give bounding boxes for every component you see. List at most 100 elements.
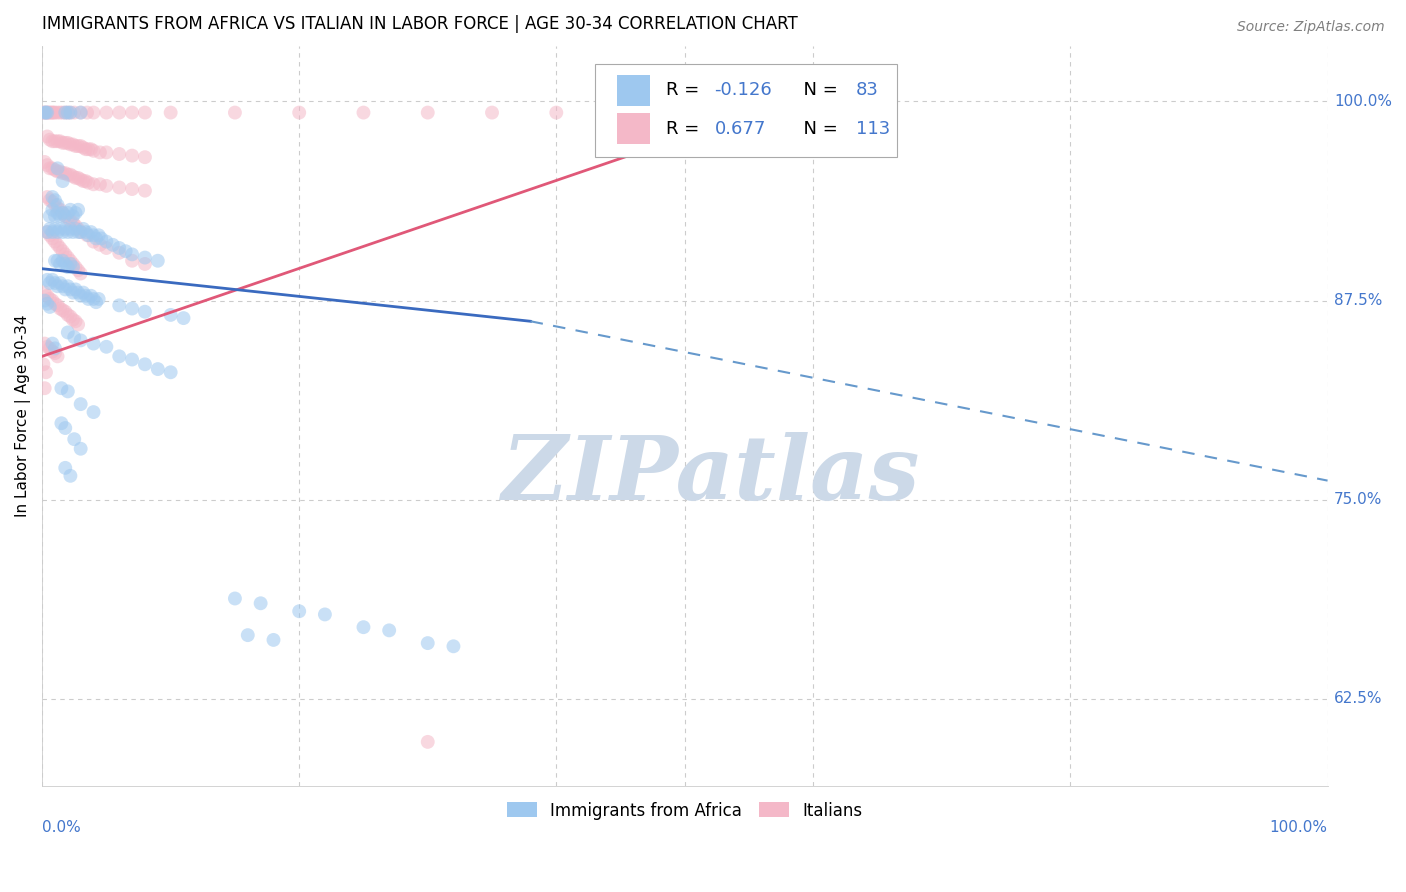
- Point: [46, 279, 69, 293]
- Point: [53, 136, 76, 150]
- Point: [52, 136, 75, 150]
- Point: [83, 144, 105, 158]
- Point: [62, 285, 84, 300]
- Point: [41, 190, 63, 204]
- Point: [69, 289, 91, 303]
- Point: [46, 164, 69, 178]
- Point: [49, 257, 72, 271]
- Point: [96, 340, 118, 354]
- Point: [46, 225, 69, 239]
- Point: [49, 301, 72, 316]
- Point: [416, 105, 439, 120]
- Point: [89, 145, 111, 160]
- Point: [46, 349, 69, 363]
- FancyBboxPatch shape: [617, 113, 650, 145]
- Point: [108, 241, 131, 255]
- Point: [443, 640, 465, 654]
- Point: [134, 184, 156, 198]
- Point: [34, 105, 56, 120]
- Point: [44, 222, 66, 236]
- Y-axis label: In Labor Force | Age 30-34: In Labor Force | Age 30-34: [15, 315, 31, 517]
- Point: [49, 202, 72, 217]
- Point: [67, 170, 90, 185]
- Point: [38, 161, 60, 176]
- Point: [53, 209, 76, 223]
- Point: [159, 308, 181, 322]
- Point: [224, 591, 246, 606]
- Point: [44, 198, 66, 212]
- Point: [67, 318, 90, 332]
- Point: [41, 194, 63, 209]
- Point: [65, 206, 87, 220]
- Point: [38, 209, 60, 223]
- Point: [56, 136, 79, 150]
- Point: [159, 105, 181, 120]
- Point: [173, 311, 195, 326]
- Point: [353, 620, 375, 634]
- Point: [77, 228, 100, 243]
- Point: [41, 336, 63, 351]
- Point: [80, 142, 103, 156]
- Text: 113: 113: [856, 120, 890, 137]
- Point: [159, 365, 181, 379]
- Point: [59, 105, 82, 120]
- Point: [75, 174, 97, 188]
- Point: [46, 298, 69, 312]
- Point: [37, 105, 59, 120]
- Text: -0.126: -0.126: [714, 81, 772, 99]
- Point: [41, 344, 63, 359]
- Point: [83, 292, 105, 306]
- Point: [46, 253, 69, 268]
- Point: [121, 182, 143, 196]
- Point: [134, 357, 156, 371]
- Point: [44, 235, 66, 249]
- Point: [38, 105, 60, 120]
- Point: [288, 604, 311, 618]
- Point: [96, 178, 118, 193]
- Point: [46, 161, 69, 176]
- Point: [52, 206, 75, 220]
- FancyBboxPatch shape: [617, 75, 650, 106]
- Point: [108, 105, 131, 120]
- Point: [56, 384, 79, 399]
- Point: [35, 105, 58, 120]
- Point: [481, 105, 503, 120]
- Point: [84, 231, 107, 245]
- Point: [90, 231, 112, 245]
- Point: [52, 253, 75, 268]
- Point: [46, 198, 69, 212]
- Point: [121, 148, 143, 162]
- Point: [121, 301, 143, 316]
- Point: [67, 225, 90, 239]
- Point: [67, 202, 90, 217]
- Point: [121, 105, 143, 120]
- Point: [108, 245, 131, 260]
- Point: [96, 241, 118, 255]
- Point: [546, 105, 568, 120]
- Point: [46, 237, 69, 252]
- Point: [37, 105, 59, 120]
- Point: [59, 105, 82, 120]
- Point: [314, 607, 336, 622]
- Point: [53, 105, 76, 120]
- Point: [65, 314, 87, 328]
- Point: [38, 222, 60, 236]
- Point: [49, 134, 72, 148]
- Point: [69, 397, 91, 411]
- Point: [69, 267, 91, 281]
- Point: [62, 312, 84, 326]
- Point: [69, 139, 91, 153]
- Point: [34, 285, 56, 300]
- Point: [44, 297, 66, 311]
- Point: [108, 180, 131, 194]
- Point: [37, 158, 59, 172]
- Point: [41, 105, 63, 120]
- Text: 100.0%: 100.0%: [1270, 820, 1327, 835]
- Point: [236, 628, 259, 642]
- Point: [49, 276, 72, 290]
- Point: [35, 105, 58, 120]
- Point: [37, 225, 59, 239]
- Point: [69, 105, 91, 120]
- Point: [39, 105, 62, 120]
- Point: [134, 304, 156, 318]
